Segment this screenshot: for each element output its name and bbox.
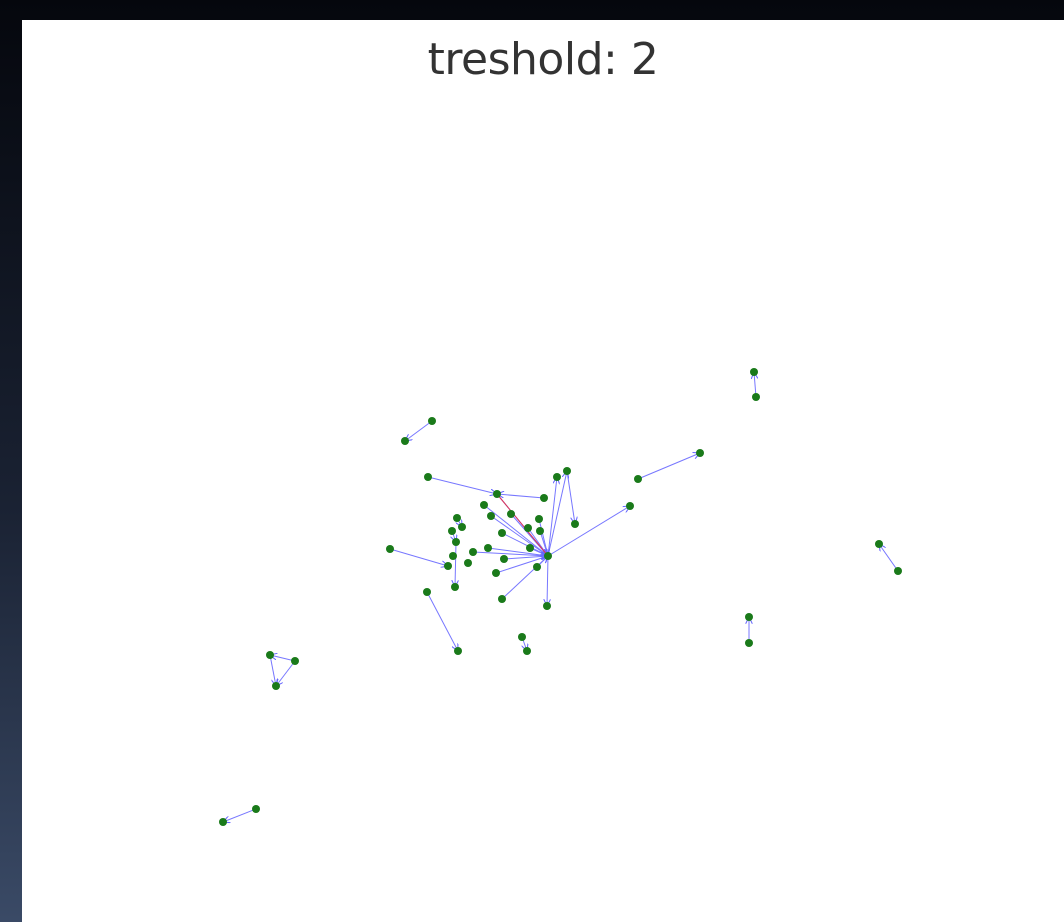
node [750, 368, 758, 376]
slide: treshold: 2 [22, 20, 1064, 922]
edge [276, 660, 296, 686]
node [423, 588, 431, 596]
node [266, 651, 274, 659]
node [553, 473, 561, 481]
node [752, 393, 760, 401]
edge [547, 506, 630, 557]
node [272, 682, 280, 690]
edge [501, 556, 548, 600]
node [252, 805, 260, 813]
node [626, 502, 634, 510]
edge [495, 556, 548, 574]
node [480, 501, 488, 509]
edge [637, 453, 700, 480]
node [696, 449, 704, 457]
edge [487, 547, 548, 556]
node [452, 538, 460, 546]
edge [223, 808, 257, 822]
edge [497, 494, 545, 499]
edge [483, 504, 548, 556]
node [745, 613, 753, 621]
node [291, 657, 299, 665]
edge [389, 548, 448, 566]
node [875, 540, 883, 548]
edge [879, 544, 899, 572]
node [524, 524, 532, 532]
node [498, 595, 506, 603]
node [458, 523, 466, 531]
node [219, 818, 227, 826]
edge [566, 470, 575, 524]
node [401, 437, 409, 445]
node [493, 490, 501, 498]
node [454, 647, 462, 655]
node [484, 544, 492, 552]
edge [472, 551, 548, 556]
node [498, 529, 506, 537]
edge [270, 655, 296, 662]
node [487, 512, 495, 520]
node [451, 583, 459, 591]
node [536, 527, 544, 535]
node [571, 520, 579, 528]
node [894, 567, 902, 575]
slide-title: treshold: 2 [427, 34, 659, 85]
node [428, 417, 436, 425]
node [634, 475, 642, 483]
edge [547, 555, 548, 606]
edge [547, 471, 567, 557]
node [526, 544, 534, 552]
node [386, 545, 394, 553]
node [424, 473, 432, 481]
node [500, 555, 508, 563]
node [444, 562, 452, 570]
node [449, 552, 457, 560]
node [543, 602, 551, 610]
node [563, 467, 571, 475]
node [464, 559, 472, 567]
edge [547, 477, 557, 557]
node [518, 633, 526, 641]
node [540, 494, 548, 502]
node [533, 563, 541, 571]
node [492, 569, 500, 577]
node [507, 510, 515, 518]
node [448, 527, 456, 535]
edge [490, 515, 548, 556]
node [523, 647, 531, 655]
edge [427, 476, 497, 494]
node [453, 514, 461, 522]
node [745, 639, 753, 647]
edge [426, 591, 458, 651]
node [535, 515, 543, 523]
edge [269, 654, 276, 686]
edge [754, 372, 756, 398]
edge [496, 493, 549, 557]
node [544, 552, 552, 560]
edge [405, 420, 433, 441]
edge [455, 541, 456, 587]
node [469, 548, 477, 556]
